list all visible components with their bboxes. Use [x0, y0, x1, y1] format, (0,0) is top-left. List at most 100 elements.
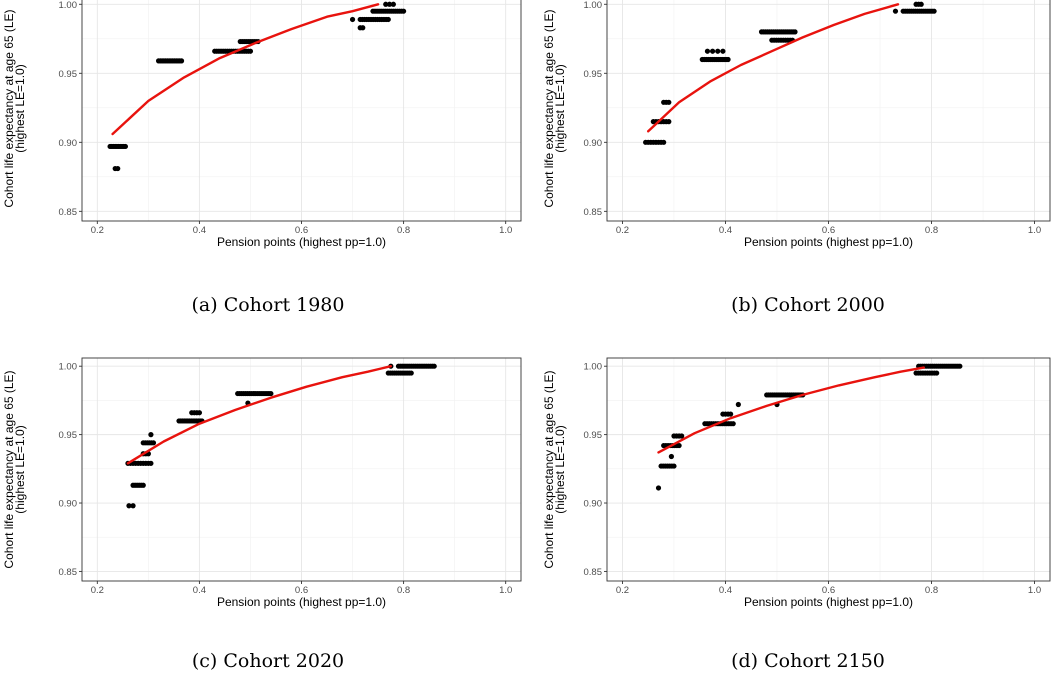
- y-axis-label-line: (highest LE=1.0): [13, 425, 27, 513]
- fit-curve: [126, 365, 392, 465]
- x-tick-label: 1.0: [499, 225, 512, 236]
- x-axis-label: Pension points (highest pp=1.0): [744, 595, 913, 609]
- data-point: [150, 440, 157, 446]
- y-tick-label: 0.85: [584, 567, 603, 578]
- data-point: [934, 370, 940, 376]
- chart-panel-3: 0.2 0.4 0.6 0.8 1.0 0.85 0.90 0.95 1.00 Pension p…: [2, 357, 522, 672]
- y-tick-label: 1.00: [584, 0, 603, 11]
- data-point: [661, 139, 667, 145]
- fit-curve: [111, 3, 380, 136]
- x-tick-label: 0.6: [822, 585, 835, 596]
- panel-caption: (a) Cohort 1980: [192, 294, 345, 316]
- y-axis-label-line: Cohort life expectancy at age 65 (LE): [542, 370, 556, 568]
- data-point: [957, 363, 963, 369]
- x-tick-label: 0.2: [616, 225, 629, 236]
- data-point: [671, 463, 677, 469]
- chart-panel-4: 0.2 0.4 0.6 0.8 1.0 0.85 0.90 0.95 1.00 Pension p…: [542, 357, 1051, 672]
- data-point: [148, 460, 154, 466]
- data-point: [725, 56, 731, 63]
- x-tick-label: 0.8: [397, 225, 410, 236]
- data-point: [349, 16, 356, 23]
- data-point: [115, 165, 121, 172]
- fit-curve: [647, 3, 900, 133]
- data-point: [931, 8, 937, 14]
- data-point: [385, 16, 391, 23]
- x-tick-label: 0.4: [193, 585, 206, 596]
- panel-caption: (b) Cohort 2000: [731, 294, 885, 316]
- data-point: [178, 58, 185, 64]
- data-point: [268, 390, 274, 397]
- data-point: [122, 143, 128, 150]
- y-tick-label: 1.00: [59, 0, 78, 11]
- data-point: [126, 503, 132, 509]
- data-point: [196, 410, 203, 416]
- y-tick-label: 0.95: [59, 430, 78, 441]
- y-tick-label: 0.90: [584, 138, 603, 149]
- x-tick-label: 0.2: [91, 585, 104, 596]
- data-point: [676, 442, 682, 449]
- data-point: [390, 1, 396, 7]
- x-tick-label: 0.6: [295, 225, 308, 236]
- data-point: [666, 119, 672, 125]
- y-axis-label-line: Cohort life expectancy at age 65 (LE): [2, 9, 16, 207]
- data-point: [679, 433, 685, 439]
- data-points: [107, 1, 407, 172]
- data-point: [130, 503, 136, 509]
- y-axis-label-line: Cohort life expectancy at age 65 (LE): [542, 9, 556, 207]
- data-point: [668, 453, 674, 460]
- panel-caption: (c) Cohort 2020: [192, 650, 344, 672]
- y-axis-label-line: (highest LE=1.0): [13, 64, 27, 152]
- data-points: [643, 1, 937, 145]
- x-tick-label: 0.2: [91, 225, 104, 236]
- y-tick-label: 1.00: [584, 362, 603, 373]
- x-tick-label: 1.0: [1028, 225, 1041, 236]
- data-point: [728, 411, 734, 417]
- y-tick-label: 0.90: [59, 138, 78, 149]
- data-point: [715, 48, 721, 54]
- y-tick-label: 1.00: [59, 362, 78, 373]
- data-point: [709, 48, 716, 54]
- x-tick-label: 0.4: [719, 225, 732, 236]
- x-tick-label: 1.0: [499, 585, 512, 596]
- y-tick-label: 0.95: [59, 69, 78, 80]
- data-point: [148, 432, 154, 438]
- x-tick-label: 0.8: [925, 585, 938, 596]
- data-point: [408, 370, 414, 376]
- y-axis-label-line: (highest LE=1.0): [553, 64, 567, 152]
- x-tick-label: 0.4: [193, 225, 206, 236]
- panel-caption: (d) Cohort 2150: [731, 650, 885, 672]
- x-tick-label: 1.0: [1028, 585, 1041, 596]
- data-point: [655, 485, 662, 491]
- data-point: [704, 48, 711, 54]
- x-tick-label: 0.2: [616, 585, 629, 596]
- y-axis-label: Cohort life expectancy at age 65 (LE)(hi…: [2, 370, 27, 568]
- x-tick-label: 0.8: [925, 225, 938, 236]
- y-tick-label: 0.85: [59, 567, 78, 578]
- data-point: [247, 48, 254, 54]
- y-axis-label: Cohort life expectancy at age 65 (LE)(hi…: [542, 9, 567, 207]
- gridlines: [607, 0, 1050, 221]
- chart-panel-1: 0.2 0.4 0.6 0.8 1.0 0.85 0.90 0.95 1.00 Pension p…: [2, 0, 522, 316]
- gridlines: [607, 358, 1050, 581]
- gridlines: [82, 0, 521, 221]
- data-point: [735, 401, 741, 408]
- y-tick-label: 0.90: [584, 499, 603, 510]
- data-points: [125, 363, 437, 509]
- x-axis-label: Pension points (highest pp=1.0): [744, 235, 913, 249]
- y-tick-label: 0.85: [584, 207, 603, 218]
- data-point: [730, 421, 736, 427]
- data-point: [666, 99, 672, 105]
- x-axis-label: Pension points (highest pp=1.0): [217, 235, 386, 249]
- data-point: [360, 25, 366, 31]
- x-axis-label: Pension points (highest pp=1.0): [217, 595, 386, 609]
- data-point: [140, 482, 146, 488]
- y-axis-label-line: Cohort life expectancy at age 65 (LE): [2, 370, 16, 568]
- data-point: [720, 48, 726, 54]
- y-axis-label: Cohort life expectancy at age 65 (LE)(hi…: [542, 370, 567, 568]
- data-point: [386, 1, 393, 7]
- data-point: [383, 1, 389, 7]
- chart-panel-2: 0.2 0.4 0.6 0.8 1.0 0.85 0.90 0.95 1.00 Pension p…: [542, 0, 1051, 316]
- y-axis-label: Cohort life expectancy at age 65 (LE)(hi…: [2, 9, 27, 207]
- y-axis-label-line: (highest LE=1.0): [553, 425, 567, 513]
